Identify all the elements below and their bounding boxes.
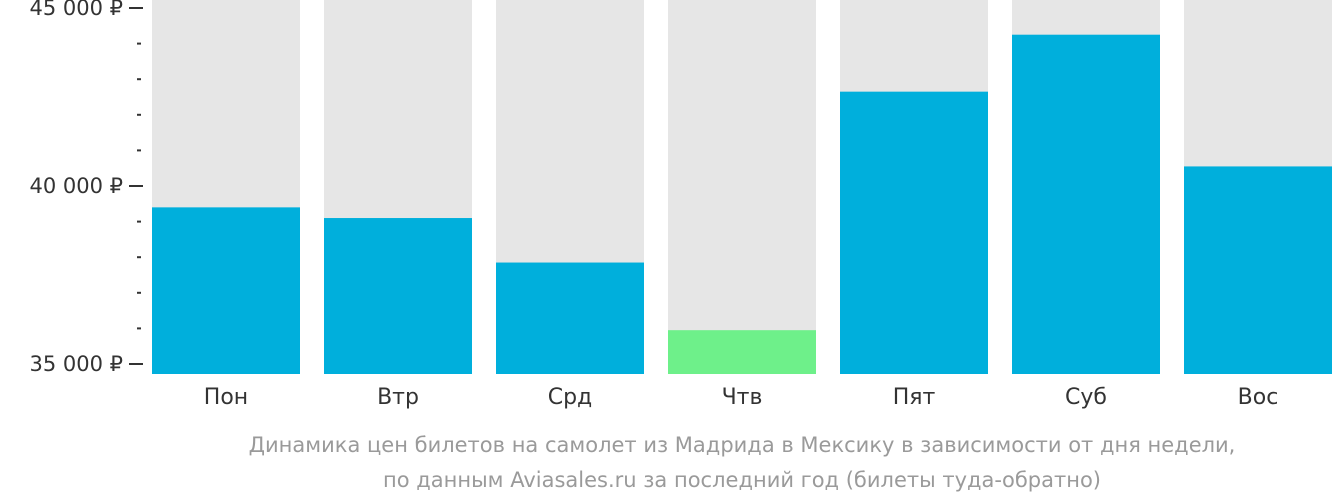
bar-6 <box>1012 34 1160 374</box>
x-axis: Пон Втр Срд Чтв Пят Суб Вос <box>204 385 1279 410</box>
bar-background <box>668 0 816 374</box>
x-tick-label: Вос <box>1238 385 1279 410</box>
bar-4 <box>668 330 816 374</box>
x-tick-label: Суб <box>1065 385 1107 410</box>
y-tick-label: 35 000 ₽ <box>29 352 123 376</box>
x-tick-label: Срд <box>548 385 593 410</box>
bar-3 <box>496 262 644 374</box>
bar-1 <box>152 207 300 374</box>
x-tick-label: Пят <box>893 385 936 410</box>
y-axis: 35 000 ₽ 40 000 ₽ 45 000 ₽ <box>29 0 143 376</box>
chart-caption-line-2: по данным Aviasales.ru за последний год … <box>383 468 1101 492</box>
y-tick-label: 45 000 ₽ <box>29 0 123 20</box>
x-tick-label: Чтв <box>722 385 763 410</box>
bar-2 <box>324 218 472 374</box>
price-by-weekday-chart: 35 000 ₽ 40 000 ₽ 45 000 ₽ Пон Втр Срд Чтв Пят… <box>29 0 1332 410</box>
y-tick-label: 40 000 ₽ <box>29 174 123 198</box>
bar-5 <box>840 91 988 374</box>
x-tick-label: Пон <box>204 385 248 410</box>
chart-caption-line-1: Динамика цен билетов на самолет из Мадри… <box>248 433 1236 457</box>
x-tick-label: Втр <box>377 385 419 410</box>
bar-7 <box>1184 166 1332 374</box>
bars <box>152 0 1332 374</box>
